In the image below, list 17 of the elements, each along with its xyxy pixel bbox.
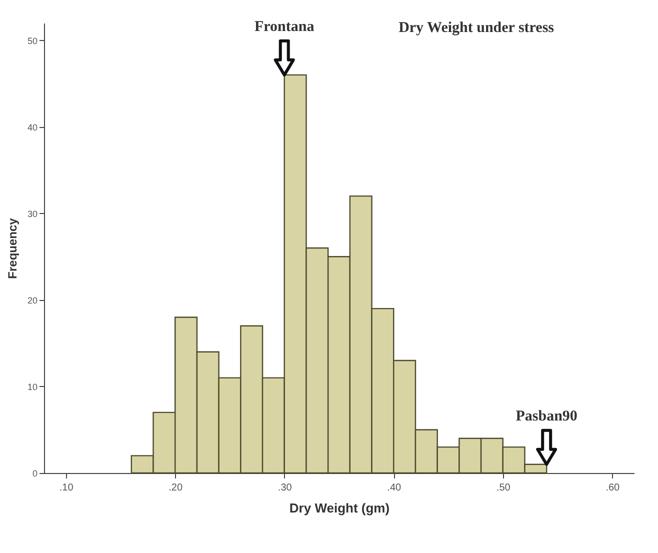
x-tick-label: .30 (278, 482, 292, 494)
x-axis-title: Dry Weight (gm) (289, 500, 390, 516)
y-tick-label: 10 (27, 382, 38, 392)
y-tick-label: 20 (27, 295, 38, 306)
y-tick-label: 30 (27, 208, 38, 219)
y-tick-label: 50 (27, 36, 38, 46)
chart-title: Dry Weight under stress (398, 20, 554, 36)
y-axis-title: Frequency (5, 218, 20, 279)
y-tick-label: 0 (32, 468, 38, 478)
y-tick-label: 40 (27, 122, 38, 132)
annotation: Pasban90 (516, 408, 578, 424)
annotation: Frontana (254, 18, 315, 35)
x-tick-label: .20 (168, 482, 183, 494)
x-tick-label: .50 (496, 482, 511, 494)
x-tick-label: .10 (59, 482, 74, 494)
x-tick-label: .40 (387, 482, 402, 494)
x-tick-label: .60 (606, 482, 620, 494)
